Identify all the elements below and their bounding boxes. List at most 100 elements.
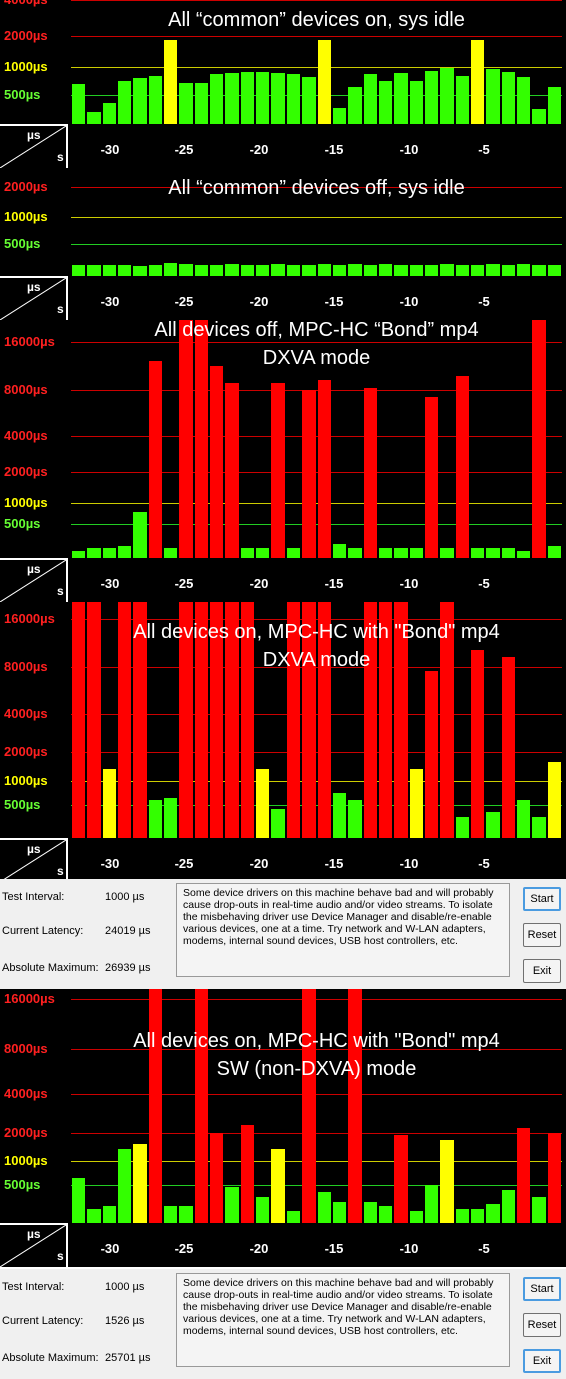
latency-bar (378, 600, 393, 838)
latency-graph-panel: 16000µs 8000µs 4000µs 2000µs 1000µs 500µs (0, 600, 566, 838)
threshold-line (71, 95, 562, 96)
threshold-line (71, 752, 562, 753)
latency-bar (440, 600, 454, 838)
y-axis-label: 500µs (4, 1177, 41, 1192)
latency-bar (148, 800, 163, 838)
latency-bar (332, 265, 347, 276)
threshold-line (71, 1161, 562, 1162)
latency-bar (286, 548, 301, 558)
latency-graph-panel: 4000µs 2000µs 1000µs 500µs (0, 0, 566, 124)
axis-tick-label: -15 (324, 142, 344, 157)
latency-bar (363, 388, 377, 558)
axis-tick-label: -15 (324, 856, 344, 871)
graph-caption: All devices on, MPC-HC with "Bond" mp4 SW… (71, 1027, 562, 1083)
latency-bar (102, 103, 117, 124)
caption-line: All devices on, MPC-HC with "Bond" mp4 (133, 621, 500, 643)
y-axis-label: 4000µs (4, 1086, 48, 1101)
latency-bar (271, 383, 285, 558)
reset-button[interactable]: Reset (523, 923, 561, 947)
graph-caption: All “common” devices off, sys idle (71, 174, 562, 202)
axis-unit-us: µs (27, 562, 41, 576)
latency-bar (118, 1149, 132, 1223)
latency-bar (118, 600, 132, 838)
threshold-line (71, 805, 562, 806)
graph-caption: All devices on, MPC-HC with "Bond" mp4 DX… (71, 618, 562, 674)
field-value: 1000 µs (105, 1281, 145, 1293)
latency-bar (256, 72, 270, 124)
latency-bar (348, 87, 362, 124)
threshold-line (71, 524, 562, 525)
latency-bar (240, 265, 255, 276)
latency-graph-panel: 2000µs 1000µs 500µs (0, 168, 566, 276)
latency-bar (118, 81, 132, 124)
latency-bar (210, 1133, 224, 1223)
y-axis-label: 500µs (4, 87, 41, 102)
latency-bar (87, 1209, 101, 1223)
time-axis: µs s -30 -25 -20 -15 -10 -5 (0, 276, 566, 320)
latency-bar (210, 265, 224, 276)
axis-tick-label: -25 (174, 142, 194, 157)
latency-bar (133, 266, 147, 276)
latency-bar (194, 985, 209, 1223)
latency-bar (286, 600, 301, 838)
latency-bar (210, 74, 224, 124)
threshold-line (71, 0, 562, 1)
latency-bar (516, 800, 531, 838)
axis-tick-label: -30 (100, 1241, 120, 1256)
latency-bar (363, 600, 377, 838)
y-axis-label: 500µs (4, 236, 41, 251)
latency-bar (486, 548, 500, 558)
axis-unit-s: s (57, 584, 64, 598)
start-button[interactable]: Start (523, 1277, 561, 1301)
axis-unit-s: s (57, 1249, 64, 1263)
latency-bar (87, 600, 101, 838)
field-value: 26939 µs (105, 962, 151, 974)
threshold-line (71, 781, 562, 782)
latency-bar (240, 1125, 255, 1223)
caption-line: All “common” devices on, sys idle (168, 9, 465, 31)
threshold-line (71, 67, 562, 68)
y-axis-label: 2000µs (4, 179, 48, 194)
latency-bar (470, 40, 485, 124)
start-button[interactable]: Start (523, 887, 561, 911)
latency-bar (409, 769, 423, 838)
latency-bar (225, 600, 239, 838)
field-value: 1526 µs (105, 1315, 145, 1327)
latency-bar (133, 78, 147, 124)
latency-bar (486, 264, 500, 276)
latency-bar (455, 817, 469, 838)
latency-bar (164, 548, 178, 558)
graph-caption: All devices off, MPC-HC “Bond” mp4 DXVA m… (71, 316, 562, 372)
exit-button[interactable]: Exit (523, 959, 561, 983)
caption-line: All devices off, MPC-HC “Bond” mp4 (154, 319, 479, 341)
axis-tick-label: -5 (478, 856, 490, 871)
caption-line: SW (non-DXVA) mode (216, 1058, 417, 1080)
axis-tick-label: -20 (249, 576, 269, 591)
latency-bar (409, 265, 423, 276)
latency-bar (302, 390, 316, 558)
reset-button[interactable]: Reset (523, 1313, 561, 1337)
latency-bar (516, 551, 531, 558)
latency-bar (271, 73, 285, 124)
latency-bar (317, 380, 331, 558)
latency-bar (440, 68, 454, 124)
y-axis-label: 2000µs (4, 28, 48, 43)
y-axis-label: 500µs (4, 797, 41, 812)
latency-bar (547, 87, 561, 124)
latency-bar (501, 1190, 515, 1223)
field-label: Absolute Maximum: (2, 962, 99, 974)
y-axis-label: 4000µs (4, 0, 68, 7)
threshold-line (71, 187, 562, 188)
caption-line: DXVA mode (262, 347, 371, 369)
latency-bar (194, 83, 209, 124)
axis-corner: µs s (0, 1223, 68, 1267)
latency-bar (102, 769, 117, 838)
latency-bar (317, 600, 331, 838)
latency-bar (225, 1187, 239, 1223)
y-axis-label: 8000µs (4, 382, 48, 397)
latency-bar (332, 793, 347, 838)
latency-bar (409, 1211, 423, 1223)
latency-bar (363, 1202, 377, 1223)
y-axis-label: 2000µs (4, 1125, 48, 1140)
exit-button[interactable]: Exit (523, 1349, 561, 1373)
